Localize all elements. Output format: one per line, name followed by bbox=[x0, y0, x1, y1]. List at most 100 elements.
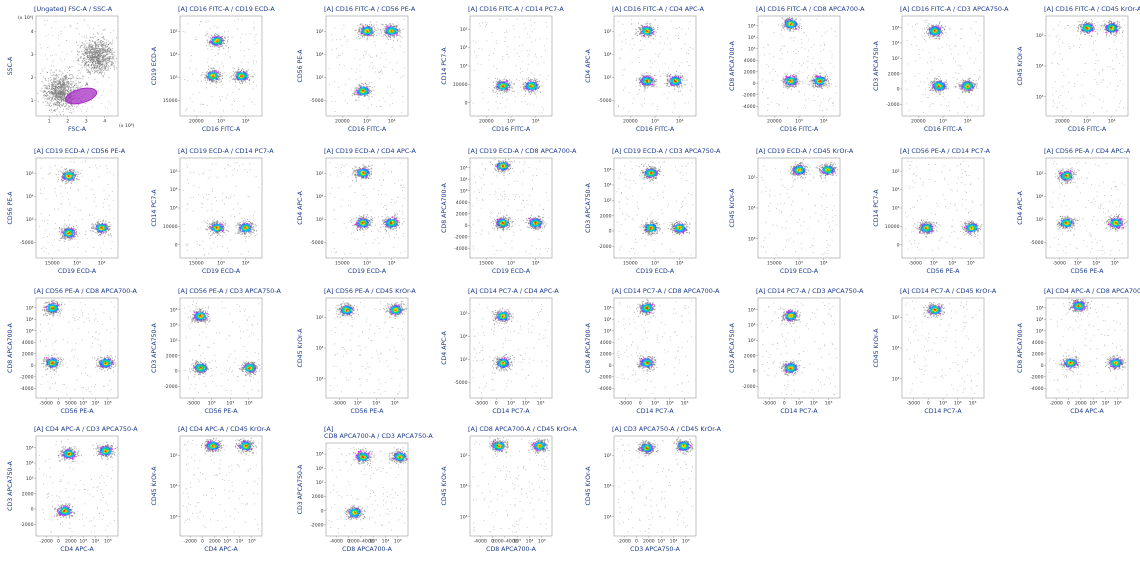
plot-panel: [A] CD19 ECD-A / CD45 KrOr-A 15000 10³ 10⁴ 1… bbox=[728, 146, 868, 286]
x-axis-label: CD19 ECD-A bbox=[58, 268, 97, 275]
x-tick-label: 10³ bbox=[217, 119, 225, 125]
plot-frame bbox=[35, 297, 119, 399]
x-axis-label: CD56 PE-A bbox=[61, 408, 95, 415]
y-tick-label: 0 bbox=[175, 242, 178, 248]
x-axis-label: CD56 PE-A bbox=[927, 268, 961, 275]
y-axis-label: CD14 PC7-A bbox=[873, 189, 880, 227]
y-multiplier: (x 10⁶) bbox=[18, 15, 34, 21]
x-tick-label: 10⁴ bbox=[948, 261, 956, 267]
plot-panel: [A] CD16 FITC-A / CD3 APCA750-A 20000 10³ 1… bbox=[872, 4, 1012, 144]
x-tick-label: 10⁴ bbox=[92, 401, 100, 407]
y-tick-label: 0 bbox=[753, 81, 756, 87]
plot-panel: [A] CD4 APC-A / CD45 KrOr-A -2000 0 2000 10³… bbox=[150, 424, 290, 564]
y-axis-label: CD14 PC7-A bbox=[441, 47, 448, 85]
y-tick-label: 10³ bbox=[26, 217, 34, 223]
plot-title: [A] CD16 FITC-A / CD14 PC7-A bbox=[468, 5, 564, 13]
plot-panel: [A] CD14 PC7-A / CD45 KrOr-A -5000 0 10³ 10⁴… bbox=[872, 286, 1012, 426]
plot-panel: [A] CD16 FITC-A / CD14 PC7-A 20000 10³ 10⁴ 0… bbox=[440, 4, 580, 144]
x-tick-label: 20000 bbox=[911, 119, 926, 125]
event-dots bbox=[472, 18, 549, 114]
plot-panel: [A] CD16 FITC-A / CD8 APCA700-A 20000 10³ 1… bbox=[728, 4, 868, 144]
x-tick-label: 10⁵ bbox=[538, 539, 546, 545]
y-tick-label: 10⁵ bbox=[316, 29, 324, 35]
y-tick-label: -2000 bbox=[310, 523, 323, 529]
plot-panel: [A] CD16 FITC-A / CD4 APC-A 20000 10³ 10⁴ -5… bbox=[584, 4, 724, 144]
x-tick-label: 10⁴ bbox=[382, 539, 390, 545]
x-tick-label: -5000 bbox=[909, 261, 922, 267]
y-axis-label: CD45 KrOr-A bbox=[151, 466, 158, 506]
x-tick-label: 0 bbox=[495, 401, 498, 407]
scatter-plot: [A] CD19 ECD-A / CD56 PE-A 15000 10³ 10⁴ -50… bbox=[7, 147, 126, 275]
x-axis-label: CD14 PC7-A bbox=[780, 408, 818, 415]
y-tick-label: -5000 bbox=[454, 380, 467, 386]
y-tick-label: 10⁵ bbox=[1036, 171, 1044, 177]
y-tick-label: 10⁵ bbox=[460, 311, 468, 317]
plot-title: [A] CD56 PE-A / CD45 KrOr-A bbox=[324, 287, 416, 295]
y-tick-label: -5000 bbox=[598, 98, 611, 104]
plot-title: [A] CD16 FITC-A / CD45 KrOr-A bbox=[1044, 5, 1140, 13]
y-tick-label: 10⁵ bbox=[604, 29, 612, 35]
plot-frame bbox=[613, 297, 697, 399]
scatter-plot: [A] CD4 APC-A / CD3 APCA750-A-2000 0 2000 1… bbox=[7, 425, 138, 553]
x-tick-label: 10³ bbox=[354, 401, 362, 407]
y-tick-label: 0 bbox=[609, 363, 612, 369]
x-tick-label: 0 bbox=[57, 539, 60, 545]
plot-frame bbox=[179, 435, 263, 537]
x-tick-label: -5000 bbox=[1053, 261, 1066, 267]
x-axis-label: CD4 APC-A bbox=[204, 546, 238, 553]
plot-title: [A] CD3 APCA750-A / CD45 KrOr-A bbox=[612, 425, 722, 433]
y-tick-label: -2000 bbox=[598, 374, 611, 380]
plot-title: [A] CD19 ECD-A / CD4 APC-A bbox=[324, 147, 416, 155]
y-tick-label: 10⁵ bbox=[460, 453, 468, 459]
y-tick-label: 10⁴ bbox=[892, 187, 900, 193]
scatter-plot: [A] CD14 PC7-A / CD8 APCA700-A -5000 0 10³ 1… bbox=[585, 287, 720, 415]
x-tick-label: -5000 bbox=[333, 401, 346, 407]
y-tick-label: 10⁴ bbox=[316, 346, 324, 352]
y-tick-label: 10³ bbox=[316, 75, 324, 81]
x-tick-label: 10³ bbox=[651, 119, 659, 125]
plot-title: [A] CD4 APC-A / CD8 APCA700-A bbox=[1044, 287, 1140, 295]
x-tick-label: 10⁵ bbox=[969, 401, 977, 407]
x-tick-label: 2000 bbox=[1075, 401, 1087, 407]
event-dots bbox=[39, 438, 118, 533]
x-tick-label: 0 bbox=[927, 401, 930, 407]
y-axis-label: CD45 KrOr-A bbox=[873, 328, 880, 368]
y-axis-label: CD45 KrOr-A bbox=[297, 328, 304, 368]
plot-title: [A] CD16 FITC-A / CD3 APCA750-A bbox=[900, 5, 1009, 13]
event-dots bbox=[761, 17, 837, 112]
y-tick-label: 10³ bbox=[460, 64, 468, 70]
plot-title: [A] bbox=[324, 425, 333, 433]
x-tick-label: 10⁵ bbox=[104, 401, 112, 407]
y-tick-label: 10000 bbox=[453, 82, 468, 88]
plot-panel: [A] CD14 PC7-A / CD4 APC-A -5000 0 10³ 10⁴ 10… bbox=[440, 286, 580, 426]
plot-title: CD8 APCA700-A / CD3 APCA750-A bbox=[324, 432, 433, 440]
x-tick-label: -4000 bbox=[473, 539, 486, 545]
scatter-plot: [A] CD19 ECD-A / CD3 APCA750-A 15000 10³ 10… bbox=[585, 147, 721, 275]
event-dots bbox=[616, 160, 694, 256]
y-tick-label: 15000 bbox=[163, 98, 178, 104]
x-tick-label: 15000 bbox=[479, 261, 494, 267]
y-tick-label: 10³ bbox=[316, 480, 324, 486]
x-tick-label: 10³ bbox=[1074, 261, 1082, 267]
plot-panel: [A] CD16 FITC-A / CD56 PE-A 20000 10³ 10⁴ -5… bbox=[296, 4, 436, 144]
x-tick-label: 10⁵ bbox=[825, 401, 833, 407]
y-tick-label: 0 bbox=[465, 223, 468, 229]
plot-title: [A] CD4 APC-A / CD3 APCA750-A bbox=[34, 425, 138, 433]
plot-frame bbox=[325, 297, 409, 399]
x-axis-label: CD3 APCA750-A bbox=[630, 546, 680, 553]
x-tick-label: 10³ bbox=[73, 261, 81, 267]
y-tick-label: 10³ bbox=[604, 328, 612, 334]
y-tick-label: 10⁴ bbox=[748, 206, 756, 212]
scatter-plot: [A] CD16 FITC-A / CD4 APC-A 20000 10³ 10⁴ -5… bbox=[585, 5, 705, 133]
x-tick-label: 10⁴ bbox=[676, 261, 684, 267]
event-dots bbox=[183, 300, 261, 395]
y-axis-label: CD45 KrOr-A bbox=[441, 466, 448, 506]
x-tick-label: 2 bbox=[66, 119, 69, 125]
y-tick-label: 10⁴ bbox=[1036, 317, 1044, 323]
y-tick-label: -5000 bbox=[310, 98, 323, 104]
plot-panel: [A] CD16 FITC-A / CD19 ECD-A 20000 10³ 10⁴ 1… bbox=[150, 4, 290, 144]
x-tick-label: -4000 bbox=[329, 539, 342, 545]
y-tick-label: 10³ bbox=[26, 328, 34, 334]
x-tick-label: -2000 bbox=[1049, 401, 1062, 407]
event-dots bbox=[616, 298, 693, 396]
